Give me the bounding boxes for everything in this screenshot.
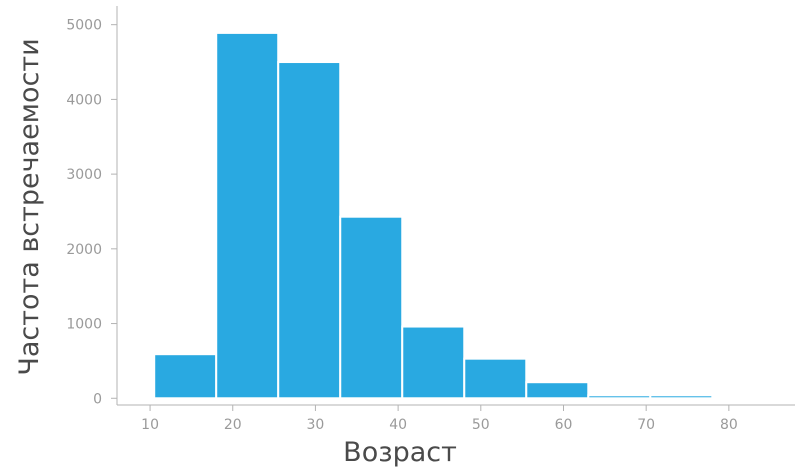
histogram-bar: [153, 353, 218, 400]
y-tick-label: 0: [93, 391, 102, 407]
y-tick-label: 2000: [66, 242, 102, 258]
histogram-bar: [525, 381, 590, 400]
histogram-bar: [463, 357, 528, 400]
y-tick-label: 1000: [66, 317, 102, 333]
x-tick-label: 20: [224, 417, 242, 433]
histogram-bar: [339, 215, 404, 400]
histogram-bar: [215, 31, 280, 400]
x-tick-label: 10: [141, 417, 159, 433]
y-axis-ticks: 0 1000 2000 3000 4000 5000: [66, 18, 117, 407]
x-axis-title: Возраст: [343, 437, 457, 468]
y-axis-title: Частота встречаемости: [14, 38, 45, 375]
bars-group: [153, 31, 714, 400]
x-tick-label: 50: [472, 417, 490, 433]
x-tick-label: 30: [307, 417, 325, 433]
x-tick-label: 70: [637, 417, 655, 433]
x-tick-label: 80: [720, 417, 738, 433]
y-tick-label: 5000: [66, 18, 102, 34]
x-tick-label: 40: [389, 417, 407, 433]
y-tick-label: 3000: [66, 167, 102, 183]
histogram-bar: [649, 394, 714, 400]
histogram-bar: [401, 325, 466, 400]
x-tick-label: 60: [555, 417, 573, 433]
x-axis-ticks: 10 20 30 40 50 60 70 80: [141, 405, 738, 433]
histogram-bar: [587, 394, 652, 400]
histogram-bar: [277, 61, 342, 400]
y-tick-label: 4000: [66, 92, 102, 108]
